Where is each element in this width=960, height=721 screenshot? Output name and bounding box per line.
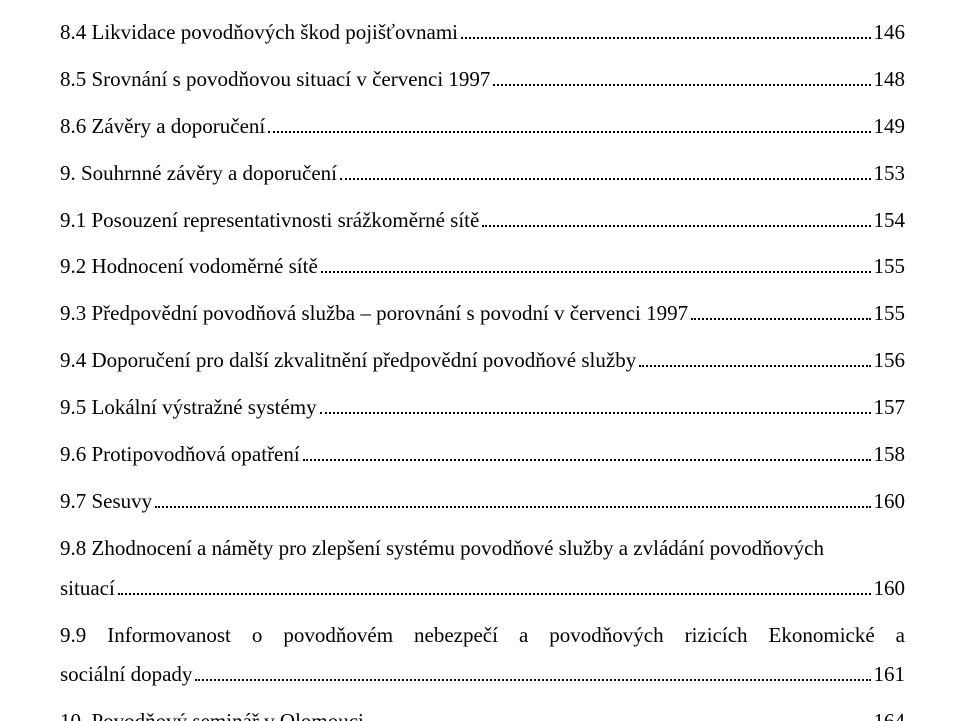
toc-leader-dots	[691, 303, 870, 321]
toc-leader-dots	[303, 443, 871, 461]
toc-entry: 9.1 Posouzení representativnosti srážkom…	[60, 201, 905, 241]
toc-leader-dots	[493, 68, 870, 86]
toc-entry: 9.7 Sesuvy 160	[60, 482, 905, 522]
toc-entry-label: 9.9 Informovanost o povodňovém nebezpečí…	[60, 616, 905, 656]
toc-entry-label: situací	[60, 569, 115, 609]
toc-leader-dots	[195, 664, 870, 682]
toc-entry: 9. Souhrnné závěry a doporučení 153	[60, 154, 905, 194]
toc-leader-dots	[155, 490, 870, 508]
toc-entry-label: 9.3 Předpovědní povodňová služba – porov…	[60, 294, 688, 334]
toc-entry: 9.2 Hodnocení vodoměrné sítě 155	[60, 247, 905, 287]
toc-entry-label: 9.1 Posouzení representativnosti srážkom…	[60, 201, 479, 241]
toc-entry: 8.5 Srovnání s povodňovou situací v červ…	[60, 60, 905, 100]
toc-page-number: 158	[874, 435, 906, 475]
toc-entry-label: 9.6 Protipovodňová opatření	[60, 435, 300, 475]
toc-leader-dots	[340, 162, 871, 180]
toc-page-number: 149	[874, 107, 906, 147]
toc-page-number: 153	[874, 154, 906, 194]
toc-entry: 9.9 Informovanost o povodňovém nebezpečí…	[60, 616, 905, 696]
toc-leader-dots	[639, 349, 870, 367]
toc-page-number: 160	[874, 569, 906, 609]
toc-leader-dots	[461, 21, 870, 39]
toc-entry-label: 9.4 Doporučení pro další zkvalitnění pře…	[60, 341, 636, 381]
toc-entry-label: 9.2 Hodnocení vodoměrné sítě	[60, 247, 318, 287]
toc-leader-dots	[482, 209, 870, 227]
toc-page-number: 146	[874, 13, 906, 53]
toc-page-number: 156	[874, 341, 906, 381]
toc-entry-label: sociální dopady	[60, 655, 192, 695]
toc-entry-label: 8.4 Likvidace povodňových škod pojišťovn…	[60, 13, 458, 53]
toc-entry: 9.8 Zhodnocení a náměty pro zlepšení sys…	[60, 529, 905, 609]
toc-entry: 8.4 Likvidace povodňových škod pojišťovn…	[60, 13, 905, 53]
toc-entry-label: 9. Souhrnné závěry a doporučení	[60, 154, 337, 194]
toc-entry-label: 9.8 Zhodnocení a náměty pro zlepšení sys…	[60, 529, 905, 569]
toc-page-number: 164	[874, 702, 906, 721]
toc-page-number: 160	[874, 482, 906, 522]
toc-leader-dots	[320, 396, 871, 414]
toc-entry-line2: situací 160	[60, 569, 905, 609]
toc-entry-label: 8.6 Závěry a doporučení	[60, 107, 265, 147]
toc-page-number: 157	[874, 388, 906, 428]
toc-leader-dots	[321, 256, 871, 274]
toc-entry: 9.3 Předpovědní povodňová služba – porov…	[60, 294, 905, 334]
toc-page-number: 155	[874, 247, 906, 287]
toc-entry-line2: sociální dopady 161	[60, 655, 905, 695]
toc-leader-dots	[367, 711, 871, 721]
toc-entry-label: 8.5 Srovnání s povodňovou situací v červ…	[60, 60, 490, 100]
toc-page-number: 154	[874, 201, 906, 241]
toc-entry: 8.6 Závěry a doporučení 149	[60, 107, 905, 147]
toc-leader-dots	[268, 115, 870, 133]
toc-entry: 10. Povodňový seminář v Olomouci 164	[60, 702, 905, 721]
toc-leader-dots	[118, 577, 871, 595]
toc-entry-label: 10. Povodňový seminář v Olomouci	[60, 702, 364, 721]
toc-page-number: 161	[874, 655, 906, 695]
toc-page-number: 148	[874, 60, 906, 100]
toc-page: 8.4 Likvidace povodňových škod pojišťovn…	[0, 0, 960, 721]
toc-entry: 9.5 Lokální výstražné systémy 157	[60, 388, 905, 428]
toc-entry: 9.6 Protipovodňová opatření 158	[60, 435, 905, 475]
toc-entry-label: 9.7 Sesuvy	[60, 482, 152, 522]
toc-entry: 9.4 Doporučení pro další zkvalitnění pře…	[60, 341, 905, 381]
toc-page-number: 155	[874, 294, 906, 334]
toc-entry-label: 9.5 Lokální výstražné systémy	[60, 388, 317, 428]
